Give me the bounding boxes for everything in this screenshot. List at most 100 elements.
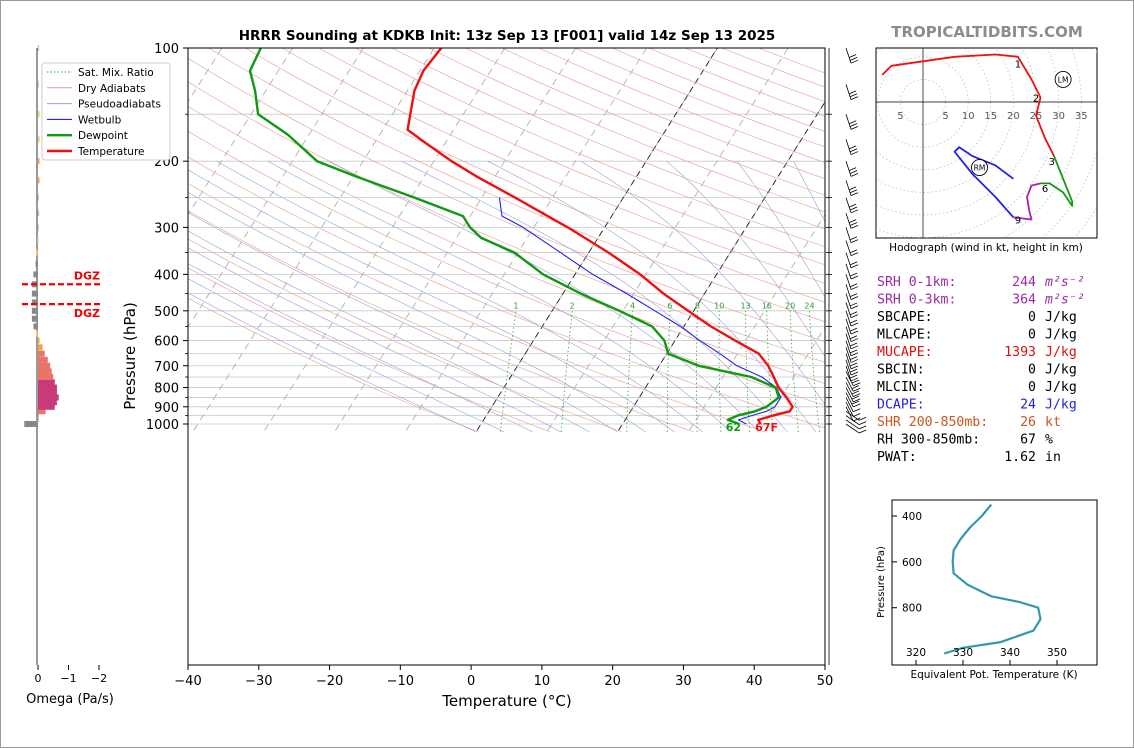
wind-barb-staff <box>845 180 852 196</box>
x-tick-label: 30 <box>675 674 692 689</box>
mixing-ratio-label: 4 <box>630 301 635 310</box>
dgz-label-bottom: DGZ <box>74 307 100 320</box>
skewt-ylabel: Pressure (hPa) <box>121 302 139 410</box>
wind-barb-flag <box>848 219 857 224</box>
pseudo-adiabat-line <box>666 160 825 357</box>
surface-temperature-label: 67F <box>755 421 778 434</box>
legend-label: Sat. Mix. Ratio <box>78 67 154 79</box>
wind-barb-flag <box>859 421 867 426</box>
omega-bar <box>38 158 40 165</box>
sounding-stats: SRH 0-1km: 244 m²s⁻² SRH 0-3km: 364 m²s⁻² SBCA… <box>877 275 1085 465</box>
legend-box <box>41 62 171 161</box>
legend-label: Dry Adiabats <box>78 83 146 95</box>
wind-barb-staff <box>845 227 852 243</box>
mixing-ratio-line <box>696 310 698 433</box>
isotherm-line <box>547 48 789 431</box>
wind-barb-staff <box>845 410 860 421</box>
dry-adiabat-line <box>188 210 695 433</box>
isotherm-highlight-line <box>476 48 718 431</box>
pseudo-adiabat-line <box>188 278 505 433</box>
stat-unit: J/kg <box>1045 380 1077 395</box>
wind-barb-flag <box>850 173 859 177</box>
dry-adiabat-line <box>391 48 825 230</box>
wind-barb-staff <box>845 340 852 356</box>
hodograph-ring-label: 20 <box>1007 111 1020 122</box>
omega-x-tick-label: −2 <box>91 672 107 685</box>
wind-barb-flag <box>853 393 861 398</box>
omega-bar <box>38 177 40 184</box>
dry-adiabat-line <box>188 57 825 343</box>
theta-y-tick-label: 600 <box>902 557 922 569</box>
wind-barb-staff <box>845 161 852 177</box>
omega-bar <box>37 237 39 244</box>
pseudo-adiabat-line <box>188 292 477 433</box>
stat-value: 0 <box>1028 380 1036 395</box>
wind-barb-flag <box>848 145 857 150</box>
storm-motion-marker <box>971 159 988 176</box>
pseudo-adiabat-line <box>267 160 732 433</box>
theta-e-frame <box>891 499 1098 666</box>
legend-label: Dewpoint <box>78 130 128 142</box>
wind-barb-flag <box>850 192 859 196</box>
wind-barb-flag <box>850 314 859 318</box>
surface-labels: 62 67F <box>726 421 778 434</box>
stat-unit: in <box>1045 450 1061 465</box>
wind-barb-flag <box>849 311 858 316</box>
stat-unit: % <box>1045 433 1053 448</box>
stat-value: 26 <box>1020 415 1036 430</box>
chart-title: HRRR Sounding at KDKB Init: 13z Sep 13 [… <box>239 28 776 44</box>
wind-barb-flag <box>850 352 859 357</box>
dry-adiabat-line <box>318 48 825 266</box>
wind-barb-staff <box>845 347 852 363</box>
wind-barb-flag <box>849 362 858 367</box>
wind-barb-flag <box>850 345 859 350</box>
isotherm-line <box>335 48 577 431</box>
x-tick-label: −10 <box>387 674 414 689</box>
wind-barb-staff <box>845 397 854 412</box>
pseudo-adiabat-line <box>188 191 647 433</box>
y-tick-label: 600 <box>154 335 179 350</box>
stat-label: RH 300-850mb: <box>877 433 980 448</box>
wind-barb-flag <box>853 382 861 387</box>
hodograph-height-label: 9 <box>1015 216 1021 227</box>
stat-value: 0 <box>1028 328 1036 343</box>
wind-barb-staff <box>845 318 852 335</box>
omega-x-tick-label: −1 <box>60 672 76 685</box>
omega-bar <box>38 337 40 344</box>
omega-bar <box>37 194 39 201</box>
isotherm-line <box>0 48 10 430</box>
theta-e-panel: 320 330 340 350 400 600 800 Equivalent Pot. Te… <box>876 499 1098 681</box>
wind-barb-flag <box>850 225 859 229</box>
wind-barb-staff <box>845 365 852 382</box>
wind-barb-flag <box>851 395 860 400</box>
isotherm-highlight-line <box>618 101 825 431</box>
wind-barb-flag <box>849 261 858 266</box>
wind-barb-staff <box>845 359 852 376</box>
wind-barb-flag <box>849 148 858 153</box>
omega-bar <box>35 260 38 267</box>
wind-barb-flag <box>849 327 858 332</box>
wind-barb-staff <box>845 263 852 280</box>
mixing-ratio-label: 8 <box>695 301 700 310</box>
omega-bar <box>38 362 51 369</box>
stat-unit: m²s⁻² <box>1044 275 1085 290</box>
wind-barb-flag <box>849 293 858 297</box>
omega-bar <box>37 81 39 88</box>
pseudo-adiabat-line <box>736 161 825 298</box>
mixing-ratio-label: 24 <box>804 301 814 310</box>
hodograph-height-label: 6 <box>1042 184 1048 195</box>
dry-adiabat-line <box>188 238 623 433</box>
omega-bar <box>38 111 40 118</box>
wind-barb-flag <box>849 56 858 61</box>
stat-label: SRH 0-3km: <box>877 293 956 308</box>
wind-barb-staff <box>845 213 852 229</box>
dry-adiabat-line <box>188 105 825 384</box>
omega-bar <box>24 421 38 427</box>
omega-bar <box>37 412 39 419</box>
isotherm-line <box>405 48 647 431</box>
hodograph-ring-label: 35 <box>1075 111 1088 122</box>
pseudo-adiabat-line <box>401 160 788 433</box>
wind-barb-staff <box>845 419 860 430</box>
stat-label: SBCIN: <box>877 363 925 378</box>
